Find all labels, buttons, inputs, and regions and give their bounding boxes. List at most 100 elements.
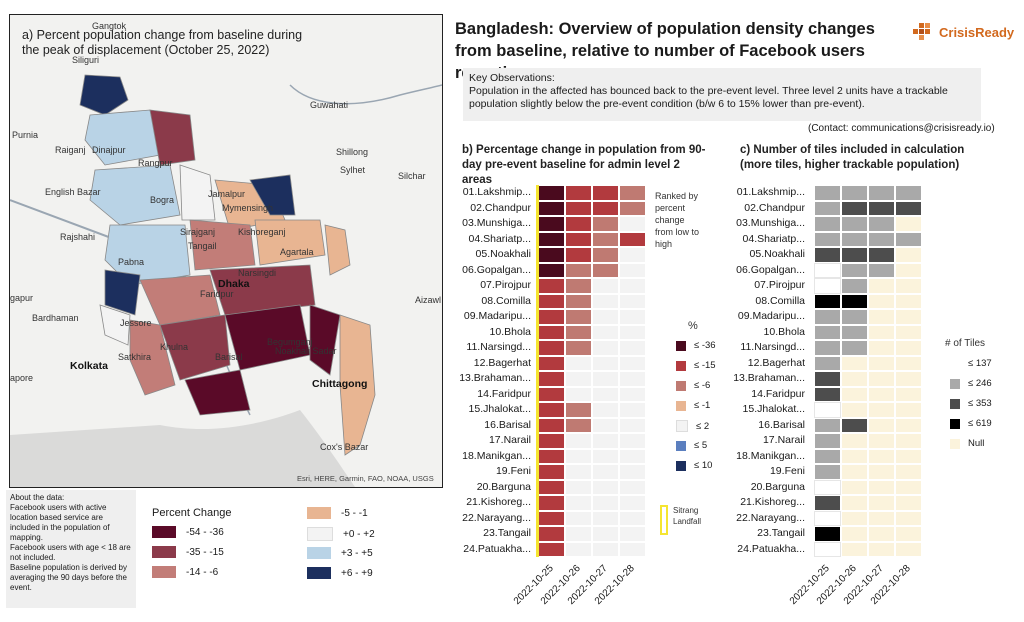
heatmap-row-label: 19.Feni xyxy=(769,465,805,477)
heatmap-cell xyxy=(592,417,619,433)
heatmap-cell xyxy=(565,200,592,216)
about-line: Baseline population is derived by averag… xyxy=(10,563,127,592)
heatmap-row-label: 12.Bagerhat xyxy=(473,356,531,369)
map-place-label: Silchar xyxy=(398,171,426,181)
heatmap-cell xyxy=(814,386,841,402)
heatmap-cell xyxy=(868,185,895,201)
map-place-label: Sirajganj xyxy=(180,227,216,237)
heatmap-cell xyxy=(814,526,841,542)
heatmap-cell xyxy=(868,417,895,433)
legend-label: ≤ 2 xyxy=(696,420,710,432)
chart-c-legend-item: ≤ 246 xyxy=(950,378,992,389)
map-region xyxy=(159,314,231,381)
heatmap-row-label: 13.Brahaman... xyxy=(459,372,531,384)
heatmap-cell xyxy=(841,200,868,216)
heatmap-cell xyxy=(868,340,895,356)
map-place-label: Khulna xyxy=(160,342,189,352)
map-place-label: Aizawl xyxy=(415,295,442,305)
heatmap-cell xyxy=(841,464,868,480)
heatmap-row-label: 19.Feni xyxy=(495,465,531,477)
map-place-label: apore xyxy=(10,373,34,383)
legend-label: ≤ 353 xyxy=(968,398,992,409)
heatmap-cell xyxy=(814,247,841,263)
heatmap-cell xyxy=(592,340,619,356)
heatmap-cell xyxy=(538,340,565,356)
legend-swatch xyxy=(950,378,960,389)
heatmap-row-label: 16.Barisal xyxy=(484,418,531,431)
percent-change-legend-item: -54 - -36 xyxy=(152,526,224,538)
chart-b-title: b) Percentage change in population from … xyxy=(462,144,706,186)
heatmap-cell xyxy=(592,247,619,263)
heatmap-cell xyxy=(565,417,592,433)
heatmap-cell xyxy=(814,309,841,325)
chart-b-ranking-note: Ranked by percent change from low to hig… xyxy=(655,191,700,249)
percent-change-legend-item: +6 - +9 xyxy=(307,567,373,579)
heatmap-row-label: 03.Munshiga... xyxy=(736,217,805,229)
heatmap-cell xyxy=(868,247,895,263)
legend-label: +6 - +9 xyxy=(341,567,373,579)
heatmap-row-label: 17.Narail xyxy=(762,434,805,446)
heatmap-cell xyxy=(895,510,922,526)
chart-c-legend-item: ≤ 137 xyxy=(950,358,992,369)
heatmap-cell xyxy=(565,433,592,449)
heatmap-cell xyxy=(538,247,565,263)
heatmap-row-label: 11.Narsingd... xyxy=(466,341,531,353)
heatmap-row-label: 05.Noakhali xyxy=(475,248,531,260)
legend-swatch xyxy=(950,398,960,409)
heatmap-cell xyxy=(868,464,895,480)
map-place-label: Tangail xyxy=(188,241,217,251)
heatmap-cell xyxy=(592,495,619,511)
chart-b-legend-item: ≤ 5 xyxy=(676,440,707,451)
heatmap-row-label: 01.Lakshmip... xyxy=(462,186,531,198)
map-place-label: Rajshahi xyxy=(60,232,96,242)
map-region xyxy=(184,369,251,416)
heatmap-cell xyxy=(841,309,868,325)
heatmap-cell xyxy=(895,402,922,418)
heatmap-cell xyxy=(814,464,841,480)
heatmap-cell xyxy=(592,216,619,232)
heatmap-cell xyxy=(868,200,895,216)
landfall-legend-swatch xyxy=(660,505,668,535)
bangladesh-map xyxy=(10,15,442,487)
map-place-label: Mymensingh xyxy=(222,203,274,213)
heatmap-row-label: 09.Madaripu... xyxy=(463,310,531,322)
heatmap-cell xyxy=(592,433,619,449)
legend-label: +3 - +5 xyxy=(341,547,373,559)
heatmap-row-label: 14.Faridpur xyxy=(751,387,805,400)
heatmap-cell xyxy=(841,355,868,371)
heatmap-cell xyxy=(565,324,592,340)
map-region xyxy=(84,109,161,166)
heatmap-cell xyxy=(895,185,922,201)
heatmap-cell xyxy=(895,479,922,495)
heatmap-cell xyxy=(895,464,922,480)
heatmap-cell xyxy=(592,293,619,309)
heatmap-cell xyxy=(592,324,619,340)
legend-swatch xyxy=(676,380,686,391)
heatmap-cell xyxy=(868,433,895,449)
map-place-label: Sylhet xyxy=(340,165,366,175)
landfall-legend-label: Sitrang Landfall xyxy=(673,506,702,526)
heatmap-cell xyxy=(565,262,592,278)
map-place-label: Bardhaman xyxy=(32,313,79,323)
heatmap-cell xyxy=(868,355,895,371)
heatmap-cell xyxy=(619,479,646,495)
heatmap-cell xyxy=(538,402,565,418)
map-region xyxy=(309,304,341,376)
legend-swatch xyxy=(307,567,331,579)
heatmap-row-label: 07.Pirojpur xyxy=(754,279,805,291)
heatmap-cell xyxy=(538,526,565,542)
heatmap-cell xyxy=(592,371,619,387)
legend-label: Null xyxy=(968,438,985,449)
heatmap-cell xyxy=(565,386,592,402)
heatmap-cell xyxy=(814,417,841,433)
heatmap-row-label: 03.Munshiga... xyxy=(462,217,531,229)
heatmap-cell xyxy=(538,185,565,201)
chart-b-legend-item: ≤ 2 xyxy=(676,420,709,432)
heatmap-cell xyxy=(538,216,565,232)
heatmap-row-label: 13.Brahaman... xyxy=(733,372,805,384)
heatmap-cell xyxy=(565,448,592,464)
heatmap-row-label: 08.Comilla xyxy=(755,294,805,307)
heatmap-cell xyxy=(538,324,565,340)
heatmap-cell xyxy=(841,510,868,526)
heatmap-cell xyxy=(841,216,868,232)
